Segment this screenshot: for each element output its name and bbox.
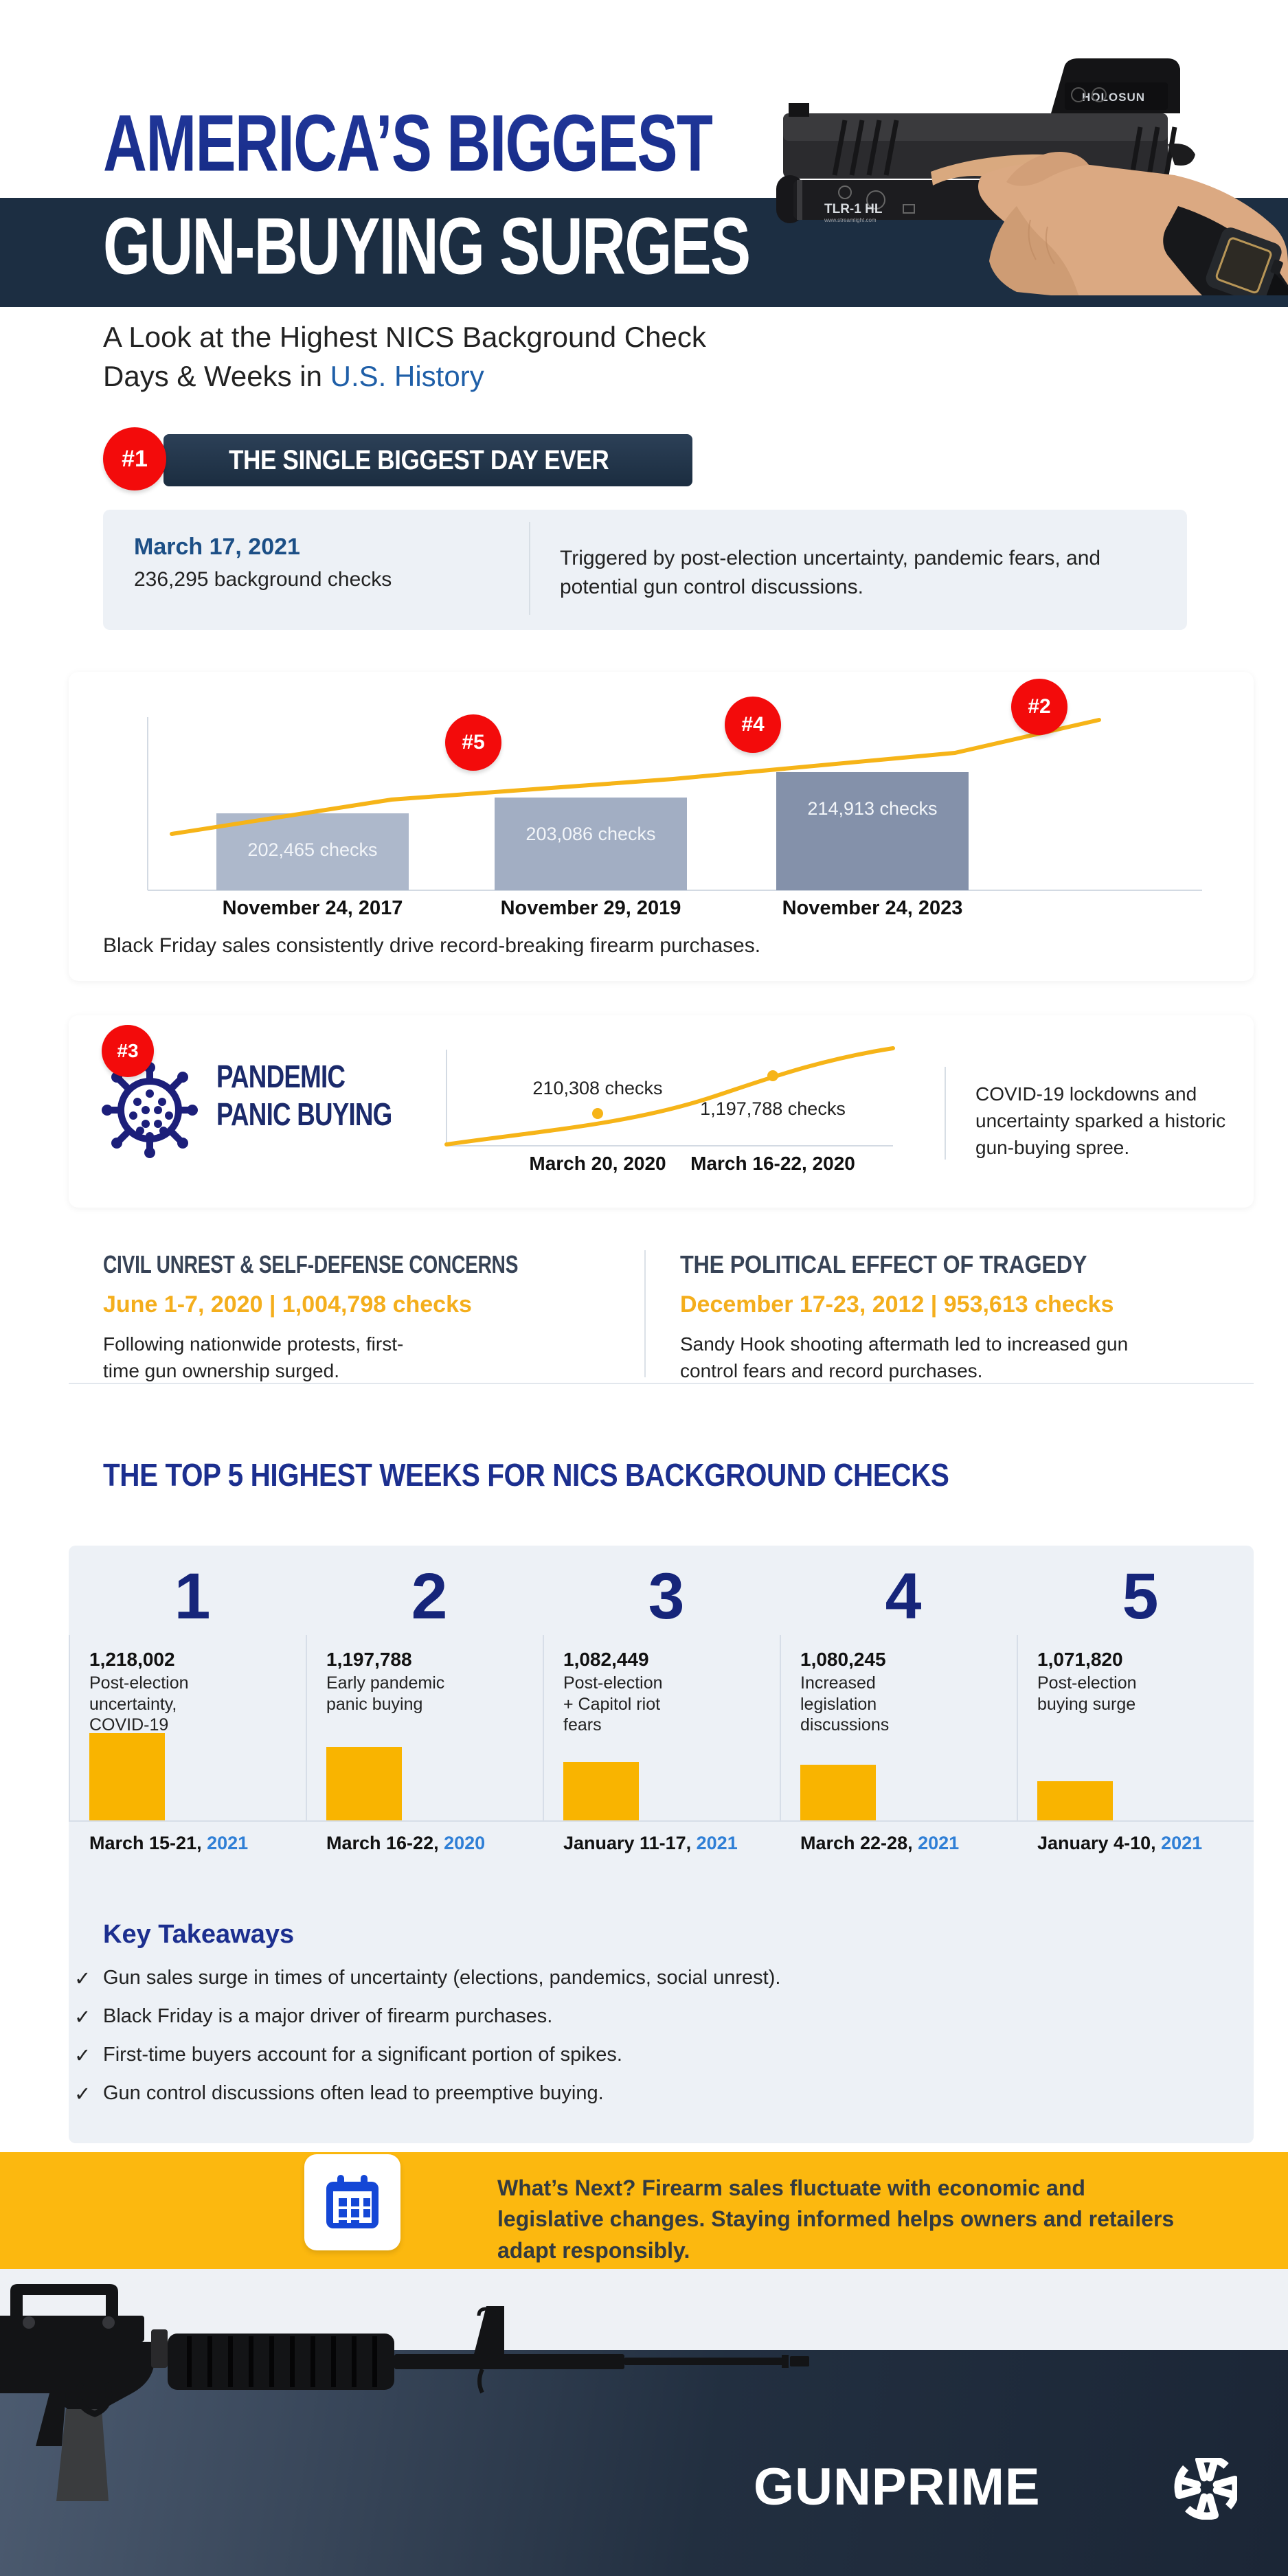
svg-text:November 24, 2017: November 24, 2017 bbox=[223, 897, 403, 918]
svg-text:210,308 checks: 210,308 checks bbox=[532, 1078, 662, 1098]
svg-text:GUNPRIME: GUNPRIME bbox=[754, 2458, 1041, 2516]
svg-text:202,465 checks: 202,465 checks bbox=[247, 839, 377, 860]
svg-text:March 20, 2020: March 20, 2020 bbox=[529, 1153, 666, 1173]
svg-text:www.streamlight.com: www.streamlight.com bbox=[824, 217, 877, 223]
svg-text:203,086 checks: 203,086 checks bbox=[526, 824, 655, 844]
svg-text:March 16-22, 2020: March 16-22, 2020 bbox=[690, 1153, 855, 1173]
svg-text:HOLOSUN: HOLOSUN bbox=[1082, 91, 1145, 104]
svg-text:TLR-1 HL: TLR-1 HL bbox=[824, 202, 883, 216]
svg-text:1,197,788 checks: 1,197,788 checks bbox=[700, 1098, 846, 1119]
svg-text:November 24, 2023: November 24, 2023 bbox=[782, 897, 963, 918]
svg-text:214,913 checks: 214,913 checks bbox=[807, 798, 937, 819]
svg-text:November 29, 2019: November 29, 2019 bbox=[501, 897, 681, 918]
